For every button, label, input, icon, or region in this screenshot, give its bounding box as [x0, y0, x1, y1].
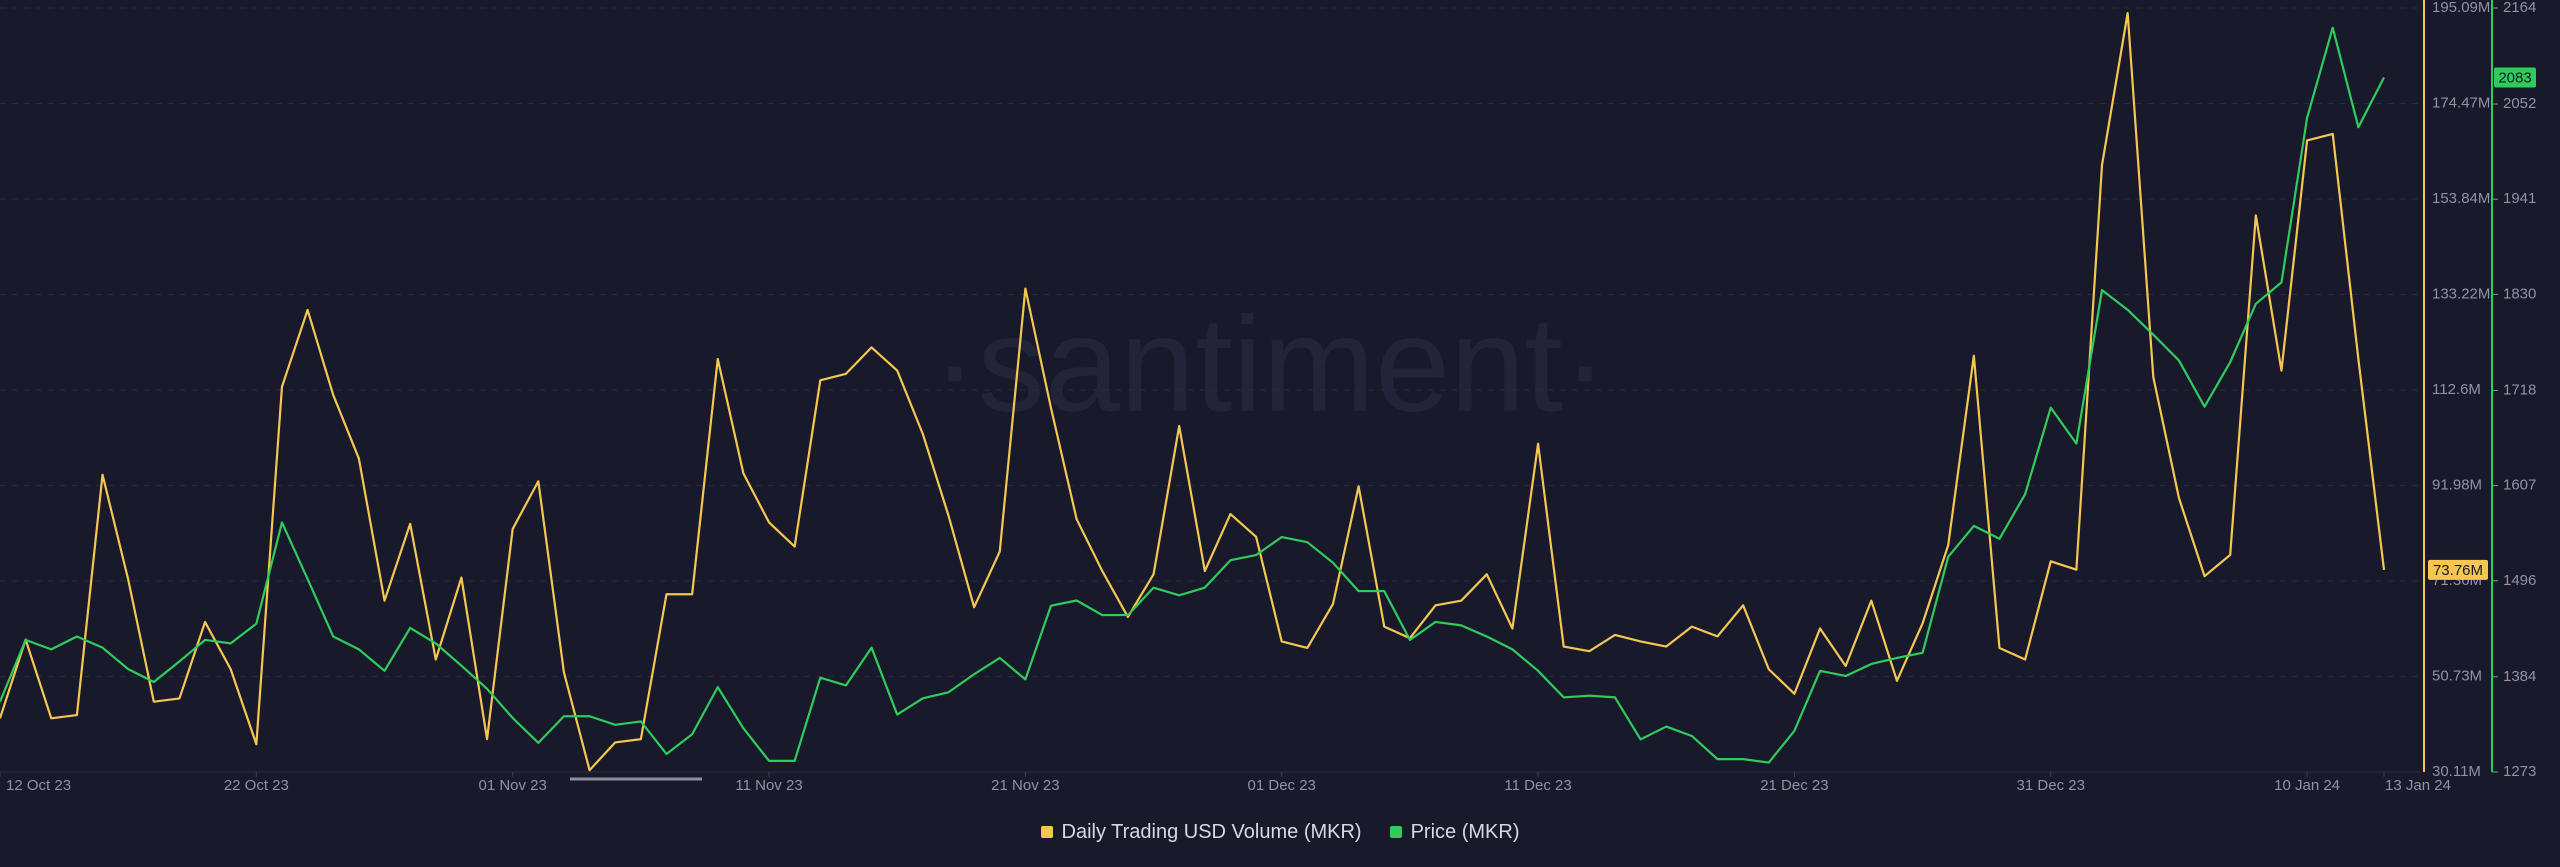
- chart: ·santiment· 30.11M50.73M71.36M91.98M112.…: [0, 0, 2536, 794]
- y-tick-label: 133.22M: [2432, 285, 2490, 302]
- x-tick-label: 01 Dec 23: [1248, 777, 1316, 794]
- x-tick-label: 12 Oct 23: [6, 777, 71, 794]
- y2-tick-label: 2052: [2503, 95, 2536, 112]
- y2-tick-label: 1273: [2503, 763, 2536, 780]
- y2-tick-label: 1830: [2503, 285, 2536, 302]
- x-tick-label: 11 Dec 23: [1504, 777, 1571, 794]
- y-tick-label: 50.73M: [2432, 667, 2482, 684]
- y-tick-label: 112.6M: [2432, 381, 2481, 398]
- x-tick-label: 13 Jan 24: [2385, 777, 2451, 794]
- series-line: [0, 11, 2386, 772]
- x-tick-label: 11 Nov 23: [735, 777, 802, 794]
- x-tick-label: 10 Jan 24: [2274, 777, 2340, 794]
- x-tick-label: 21 Dec 23: [1760, 777, 1828, 794]
- y2-tick-label: 2164: [2503, 0, 2536, 16]
- legend-item[interactable]: Daily Trading USD Volume (MKR): [1040, 820, 1362, 844]
- x-tick-label: 22 Oct 23: [224, 777, 289, 794]
- legend-item[interactable]: Price (MKR): [1389, 820, 1520, 844]
- x-tick-label: 01 Nov 23: [478, 777, 546, 794]
- legend: Daily Trading USD Volume (MKR) Price (MKR…: [0, 812, 2560, 852]
- legend-label: Daily Trading USD Volume (MKR): [1061, 820, 1362, 843]
- last-value-badge: [2428, 559, 2488, 580]
- y-tick-label: 195.09M: [2432, 0, 2490, 16]
- y2-tick-label: 1718: [2503, 381, 2536, 398]
- watermark: ·santiment·: [932, 289, 1607, 440]
- y2-tick-label: 1496: [2503, 572, 2536, 589]
- y-tick-label: 174.47M: [2432, 94, 2490, 111]
- legend-label: Price (MKR): [1410, 820, 1520, 843]
- y2-tick-label: 1384: [2503, 668, 2536, 685]
- legend-swatch: [1389, 826, 1402, 838]
- y2-tick-label: 1607: [2503, 477, 2536, 494]
- x-tick-label: 21 Nov 23: [991, 777, 1059, 794]
- series-line: [0, 26, 2385, 764]
- last-value-label: 73.76M: [2433, 562, 2483, 579]
- legend-swatch: [1040, 826, 1053, 838]
- y-tick-label: 30.11M: [2432, 763, 2481, 780]
- y2-tick-label: 1941: [2503, 190, 2536, 207]
- last-value-label: 2083: [2498, 69, 2531, 86]
- last-value-badge: [2494, 67, 2536, 88]
- y-tick-label: 91.98M: [2432, 476, 2482, 493]
- y-tick-label: 153.84M: [2432, 190, 2490, 207]
- x-tick-label: 31 Dec 23: [2017, 777, 2085, 794]
